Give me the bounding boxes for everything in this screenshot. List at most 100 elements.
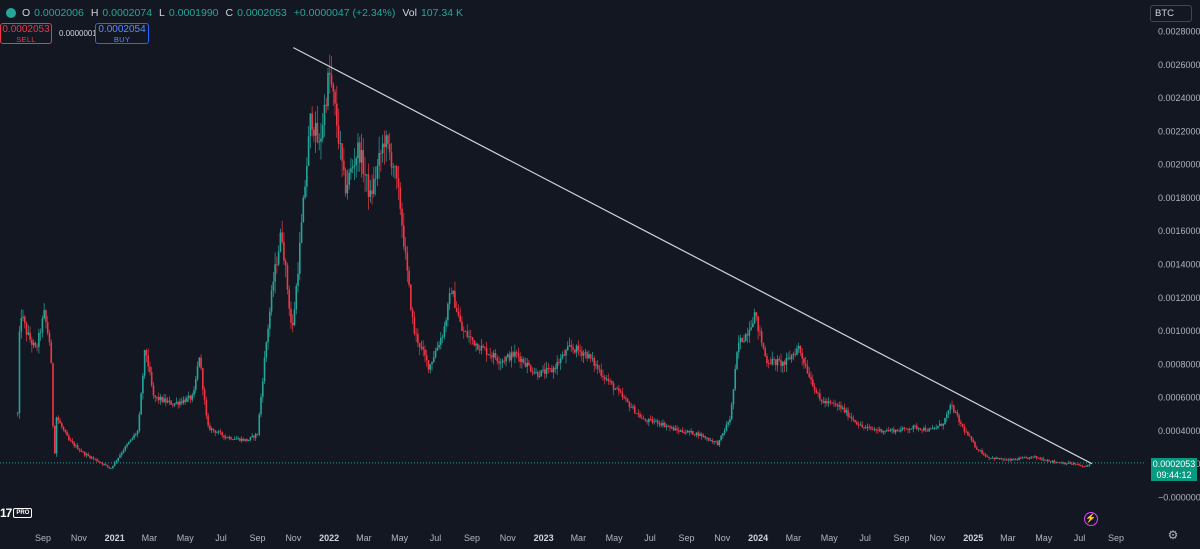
candle (1018, 456, 1020, 461)
candle (799, 345, 802, 357)
candle (59, 417, 61, 424)
candle (984, 452, 987, 458)
candle (316, 105, 319, 144)
candle (850, 412, 853, 422)
candle (586, 350, 588, 362)
candle (804, 356, 807, 369)
candle (313, 126, 315, 143)
candle (678, 427, 680, 435)
candle (910, 428, 913, 430)
candle (499, 358, 502, 371)
candle (831, 402, 833, 405)
candle (702, 433, 705, 438)
gear-icon[interactable]: ⚙ (1167, 528, 1179, 542)
candle (734, 364, 737, 391)
candle (866, 423, 869, 431)
candle (353, 148, 356, 180)
candle (1057, 461, 1059, 464)
x-tick-label: Sep (678, 533, 694, 543)
candle (540, 370, 543, 377)
candle (670, 425, 673, 430)
candle (619, 388, 622, 394)
candle (820, 399, 823, 405)
candle (692, 430, 694, 435)
y-tick-label: −0.0000000 (1158, 493, 1200, 503)
candle (432, 350, 435, 363)
candle (200, 354, 202, 371)
candle (713, 441, 715, 445)
currency-select[interactable]: BTC (1150, 5, 1192, 22)
candle (184, 396, 187, 405)
candle (496, 354, 499, 365)
candle (824, 397, 826, 408)
candle (841, 405, 844, 410)
candle (907, 427, 909, 434)
volume-label: Vol (402, 7, 417, 19)
candle (214, 429, 216, 437)
candle (505, 355, 507, 367)
candle (803, 357, 805, 369)
candle (348, 168, 350, 190)
candle (260, 393, 262, 418)
candle (68, 433, 70, 442)
candle (981, 448, 983, 455)
candle (958, 413, 960, 426)
candle (89, 455, 91, 460)
candle (306, 157, 308, 197)
candle (25, 321, 28, 342)
candle (469, 330, 472, 345)
candle (417, 328, 419, 348)
candle (715, 440, 717, 444)
candle (646, 419, 648, 425)
high-value: 0.0002074 (102, 7, 153, 19)
candle (90, 455, 93, 460)
candle (991, 456, 994, 459)
candle (1067, 460, 1070, 464)
buy-button[interactable]: 0.0002054 BUY (95, 23, 149, 44)
candle (177, 400, 179, 409)
candle (1076, 464, 1079, 465)
trend-line[interactable] (293, 47, 1093, 465)
candle (633, 404, 636, 414)
candle (767, 359, 770, 369)
candle (552, 365, 555, 379)
candle (186, 395, 188, 403)
candle (237, 436, 239, 441)
candle (935, 424, 937, 430)
x-tick-label: Nov (714, 533, 731, 543)
candle (764, 345, 766, 358)
candle (533, 367, 536, 375)
sell-button[interactable]: 0.0002053 SELL (0, 23, 52, 44)
candle (919, 427, 922, 431)
candle (545, 361, 548, 378)
candle (471, 336, 474, 345)
candle (440, 332, 442, 350)
candle (251, 433, 253, 438)
lightning-icon[interactable]: ⚡ (1084, 512, 1098, 526)
candle (769, 357, 772, 365)
candle (193, 386, 195, 398)
candle (626, 397, 629, 403)
x-tick-label: May (606, 533, 624, 543)
x-tick-label: Mar (1000, 533, 1016, 543)
x-tick-label: Sep (249, 533, 265, 543)
candle (20, 309, 23, 339)
candle (1002, 458, 1004, 462)
tradingview-logo[interactable]: 17 PRO (0, 506, 33, 520)
candle (986, 454, 989, 458)
candle (716, 440, 719, 446)
symbol-icon[interactable] (6, 8, 16, 18)
y-tick-label: 0.0012000 (1158, 293, 1200, 303)
open-label: O (22, 7, 31, 19)
low-label: L (159, 7, 165, 19)
candle (286, 262, 289, 295)
candle (573, 349, 576, 355)
candle (736, 351, 738, 371)
candle (336, 85, 338, 138)
candle (614, 387, 617, 390)
candle (589, 354, 592, 363)
candle (403, 212, 405, 250)
candle (535, 368, 537, 374)
candle (346, 169, 349, 200)
